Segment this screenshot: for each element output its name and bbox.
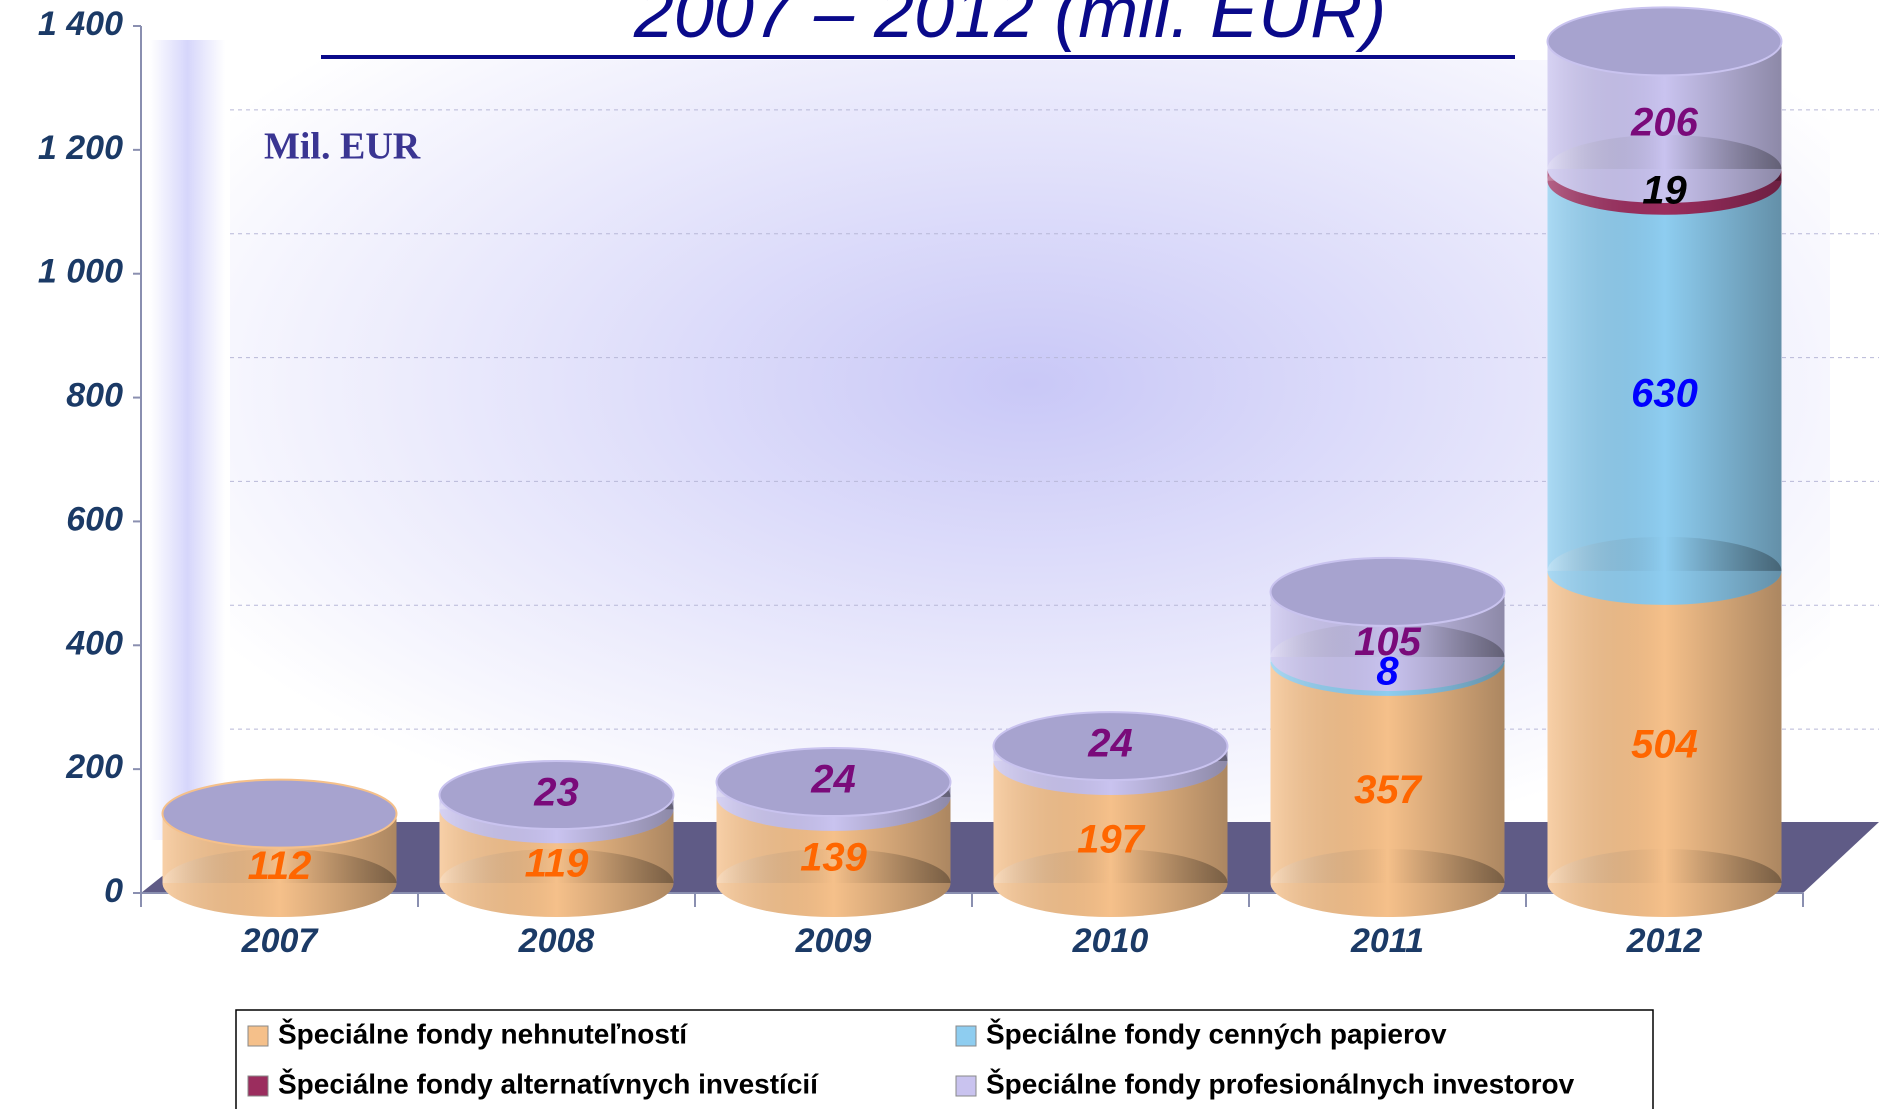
legend-swatch	[955, 1075, 977, 1097]
legend-label: Špeciálne fondy nehnuteľností	[278, 1017, 688, 1049]
value-label: 357	[1354, 768, 1422, 812]
bar-top	[161, 778, 398, 849]
value-label: 112	[248, 844, 312, 888]
value-label: 630	[1631, 371, 1698, 415]
bar-shade-base	[162, 849, 397, 917]
chart-title: 2007 – 2012 (mil. EUR)	[633, 0, 1386, 53]
value-label: 197	[1077, 818, 1145, 862]
value-label: 24	[810, 758, 856, 802]
bar-top	[438, 760, 675, 831]
y-tick-label: 0	[104, 872, 123, 910]
value-label: 19	[1642, 168, 1687, 212]
bar-shade-base	[716, 849, 951, 917]
bar-shade-base	[1270, 622, 1505, 691]
value-label: 23	[533, 771, 579, 815]
x-tick-label: 2010	[1072, 922, 1149, 960]
value-label: 504	[1631, 723, 1698, 767]
x-tick-label: 2009	[795, 922, 872, 960]
value-label: 8	[1376, 649, 1399, 693]
y-tick-label: 200	[65, 748, 123, 786]
bar-shade	[1547, 570, 1782, 883]
bar-shade-base	[1270, 849, 1505, 917]
x-tick-label: 2008	[518, 922, 595, 960]
value-label: 24	[1087, 722, 1133, 766]
legend-label: Špeciálne fondy alternatívnych investíci…	[278, 1067, 819, 1099]
value-label: 206	[1630, 101, 1698, 145]
legend: Špeciálne fondy nehnuteľností Špeciálne f…	[235, 1009, 1654, 1109]
bar-top	[1269, 556, 1506, 627]
bar-shade-base	[1547, 134, 1782, 203]
legend-box	[235, 1009, 1654, 1109]
bar-shade-base	[993, 849, 1228, 917]
value-label: 119	[525, 842, 590, 886]
bar-shade-base	[1547, 849, 1782, 917]
legend-label: Špeciálne fondy cenných papierov	[986, 1017, 1447, 1049]
x-tick-label: 2012	[1626, 922, 1703, 960]
x-tick-label: 2007	[241, 922, 320, 960]
y-tick-label: 1 000	[38, 253, 123, 291]
legend-swatch	[247, 1025, 269, 1047]
y-tick-label: 800	[66, 377, 123, 415]
annotation: Mil. EUR	[264, 126, 421, 168]
legend-swatch	[247, 1075, 269, 1097]
y-tick-label: 600	[66, 500, 123, 538]
y-tick-label: 1 400	[38, 5, 123, 43]
bar-top	[1546, 6, 1783, 77]
bar-top	[992, 711, 1229, 782]
side-wall	[150, 40, 225, 840]
legend-swatch	[955, 1025, 977, 1047]
bar-top	[715, 747, 952, 818]
value-label: 105	[1354, 620, 1421, 664]
y-tick-label: 400	[65, 624, 123, 662]
bar-shade-base	[1547, 536, 1782, 605]
bar-shade-base	[439, 849, 674, 917]
legend-label: Špeciálne fondy profesionálnych investor…	[986, 1067, 1575, 1099]
bar-shade	[1270, 661, 1505, 883]
value-label: 139	[800, 836, 867, 880]
y-tick-label: 1 200	[38, 129, 123, 167]
bar-shade	[1547, 180, 1782, 571]
x-tick-label: 2011	[1350, 922, 1424, 960]
